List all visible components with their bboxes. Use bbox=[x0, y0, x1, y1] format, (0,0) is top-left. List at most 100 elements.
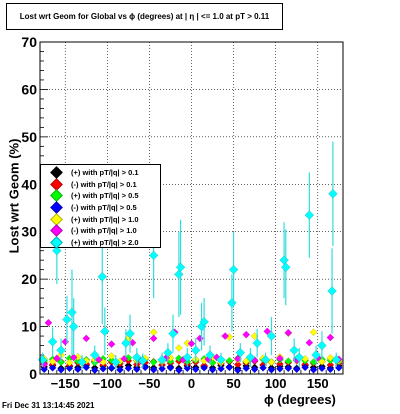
data-point bbox=[116, 365, 124, 374]
data-point bbox=[89, 350, 100, 360]
data-point bbox=[168, 328, 178, 339]
data-point bbox=[107, 340, 116, 349]
data-point bbox=[242, 330, 251, 339]
data-point bbox=[225, 363, 234, 372]
legend-marker-icon bbox=[41, 178, 71, 191]
data-point bbox=[182, 352, 193, 363]
legend-marker-icon bbox=[41, 235, 71, 249]
x-tick-label: 50 bbox=[226, 376, 240, 391]
x-tick-label: 150 bbox=[307, 376, 329, 391]
data-point bbox=[317, 340, 327, 351]
y-tick-label: 20 bbox=[21, 271, 37, 287]
data-point bbox=[148, 250, 159, 261]
data-point bbox=[275, 354, 284, 363]
data-point bbox=[158, 364, 166, 373]
data-point bbox=[326, 365, 335, 374]
data-point bbox=[331, 354, 342, 365]
legend-entry: (-) with pT/|q| > 1.0 bbox=[41, 224, 160, 238]
y-tick-label: 70 bbox=[21, 34, 37, 50]
data-point bbox=[97, 271, 108, 282]
data-point bbox=[326, 333, 335, 342]
data-point bbox=[216, 354, 226, 365]
data-point bbox=[187, 339, 196, 348]
diamond-icon bbox=[49, 235, 63, 249]
data-point bbox=[294, 352, 305, 363]
data-point bbox=[73, 365, 82, 374]
data-point bbox=[252, 338, 262, 348]
data-point bbox=[65, 358, 74, 367]
data-point bbox=[107, 363, 116, 372]
data-point bbox=[267, 358, 276, 367]
data-point bbox=[284, 364, 293, 373]
data-point bbox=[82, 334, 91, 343]
data-point bbox=[82, 363, 91, 372]
data-point bbox=[149, 358, 158, 367]
y-tick-label: 30 bbox=[21, 224, 37, 240]
timestamp: Fri Dec 31 13:14:45 2021 bbox=[2, 401, 95, 410]
data-point bbox=[327, 286, 337, 296]
data-point bbox=[304, 210, 315, 220]
data-point bbox=[301, 363, 310, 372]
data-point bbox=[267, 365, 276, 374]
legend-entry: (+) with pT/|q| > 0.1 bbox=[41, 166, 160, 180]
data-point bbox=[47, 336, 58, 347]
x-tick-label: −50 bbox=[138, 376, 160, 391]
y-tick-label: 50 bbox=[21, 129, 37, 145]
data-point bbox=[44, 318, 53, 327]
legend: (+) with pT/|q| > 0.1 (-) with pT/|q| > 0… bbox=[40, 164, 161, 249]
data-point bbox=[289, 345, 299, 356]
data-point bbox=[40, 365, 49, 374]
data-point bbox=[52, 354, 61, 363]
data-point bbox=[311, 350, 321, 360]
data-point bbox=[208, 365, 217, 374]
data-point bbox=[309, 365, 318, 374]
chart-title: Lost wrt Geom for Global vs ϕ (degrees) … bbox=[6, 3, 283, 30]
y-tick-label: 10 bbox=[21, 319, 37, 335]
data-point bbox=[260, 354, 271, 365]
data-point bbox=[212, 353, 221, 362]
data-point bbox=[48, 357, 57, 366]
legend-entry: (-) with pT/|q| > 0.5 bbox=[41, 201, 160, 214]
data-point bbox=[68, 321, 79, 332]
legend-label: (-) with pT/|q| > 0.5 bbox=[71, 203, 137, 213]
data-point bbox=[250, 365, 259, 374]
data-point bbox=[157, 354, 167, 365]
data-point bbox=[99, 364, 108, 373]
legend-label: (+) with pT/|q| > 0.5 bbox=[71, 191, 139, 201]
data-point bbox=[52, 245, 62, 256]
data-point bbox=[175, 262, 186, 273]
data-point bbox=[132, 352, 142, 363]
legend-marker-icon bbox=[41, 224, 71, 238]
x-tick-label: 100 bbox=[265, 376, 287, 391]
data-point bbox=[190, 345, 201, 356]
data-point bbox=[110, 357, 121, 367]
legend-marker-icon bbox=[41, 189, 71, 203]
data-point bbox=[132, 365, 141, 374]
legend-label: (+) with pT/|q| > 2.0 bbox=[71, 237, 139, 247]
legend-label: (+) with pT/|q| > 0.1 bbox=[71, 168, 139, 178]
data-point bbox=[69, 353, 78, 362]
legend-marker-icon bbox=[41, 166, 71, 180]
data-point bbox=[266, 331, 277, 341]
data-point bbox=[125, 328, 135, 339]
data-point bbox=[65, 364, 74, 373]
data-point bbox=[191, 365, 200, 374]
data-point bbox=[318, 357, 326, 366]
data-point bbox=[77, 357, 87, 367]
data-point bbox=[284, 328, 293, 337]
x-tick-label: 0 bbox=[188, 376, 195, 391]
data-point bbox=[61, 337, 70, 346]
x-tick-label: −100 bbox=[93, 376, 122, 391]
data-point bbox=[107, 352, 116, 360]
y-tick-label: 60 bbox=[21, 81, 37, 97]
data-point bbox=[228, 264, 239, 275]
data-point bbox=[121, 338, 131, 348]
legend-label: (-) with pT/|q| > 0.1 bbox=[71, 179, 137, 189]
data-point bbox=[217, 364, 225, 373]
y-tick-label: 0 bbox=[29, 366, 37, 382]
data-point bbox=[174, 344, 183, 352]
data-point bbox=[95, 355, 103, 364]
data-point bbox=[318, 364, 326, 373]
data-point bbox=[263, 327, 272, 336]
data-point bbox=[100, 326, 110, 337]
